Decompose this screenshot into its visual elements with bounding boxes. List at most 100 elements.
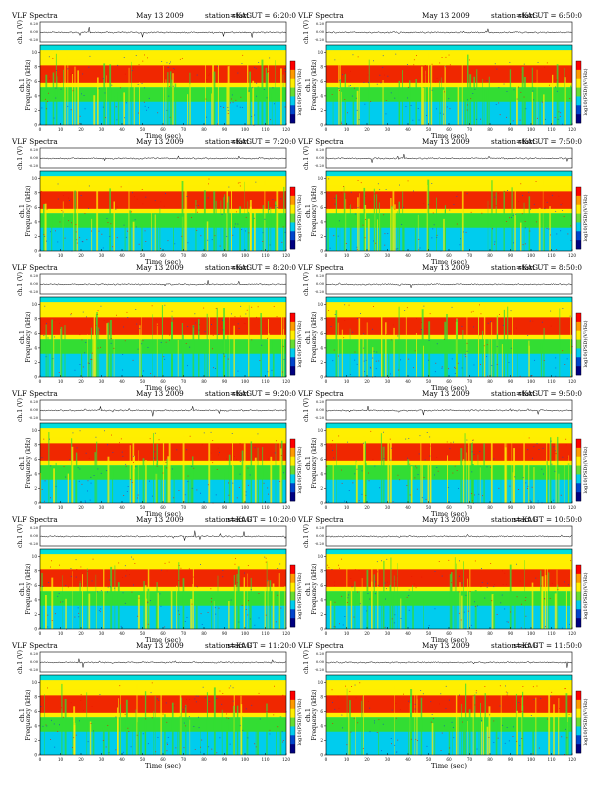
speckle	[100, 694, 101, 695]
speckle	[524, 97, 525, 98]
speckle	[493, 721, 494, 722]
speckle	[237, 73, 238, 74]
speckle	[179, 565, 180, 566]
speckle	[506, 584, 507, 585]
speckle	[449, 210, 450, 211]
sferic-streak	[478, 305, 479, 377]
speckle	[236, 211, 237, 212]
speckle	[43, 726, 44, 727]
speckle	[187, 365, 188, 366]
sferic-streak	[118, 92, 120, 125]
speckle	[562, 628, 563, 629]
speckle	[446, 708, 447, 709]
speckle	[370, 368, 371, 369]
colorbar-segment	[290, 340, 295, 349]
speckle	[147, 57, 148, 58]
speckle	[246, 495, 247, 496]
speckle	[274, 686, 275, 687]
speckle	[438, 471, 439, 472]
header-start-ut: start UT = 7:50:0	[518, 137, 582, 146]
speckle	[455, 466, 456, 467]
colorbar-label: log10(PSD)(V²/Hz)	[582, 194, 589, 241]
sferic-streak	[196, 594, 198, 629]
waveform-tick-label: 0.20	[30, 148, 39, 152]
speckle	[242, 63, 243, 64]
speckle	[125, 576, 126, 577]
speckle	[72, 711, 73, 712]
speckle	[387, 76, 388, 77]
speckle	[532, 375, 533, 376]
sferic-streak	[397, 211, 398, 251]
speckle	[85, 583, 86, 584]
speckle	[167, 744, 168, 745]
sferic-streak	[157, 582, 158, 629]
speckle	[519, 745, 520, 746]
speckle	[166, 703, 167, 704]
speckle	[359, 682, 360, 683]
speckle	[507, 693, 508, 694]
speckle	[407, 98, 408, 99]
speckle	[139, 244, 140, 245]
sferic-streak	[374, 189, 375, 251]
speckle	[376, 352, 377, 353]
speckle	[384, 75, 385, 76]
sferic-streak	[416, 333, 417, 377]
speckle	[500, 706, 501, 707]
speckle	[476, 690, 477, 691]
sferic-streak	[270, 457, 272, 503]
time-tick-label: 40	[119, 379, 125, 384]
time-tick-label: 70	[181, 127, 187, 132]
speckle	[559, 111, 560, 112]
sferic-streak	[283, 75, 284, 125]
sferic-streak	[61, 684, 62, 755]
time-tick-label: 120	[282, 379, 290, 384]
speckle	[82, 339, 83, 340]
sferic-streak	[248, 317, 249, 377]
speckle	[394, 614, 395, 615]
sferic-streak	[185, 705, 186, 755]
speckle	[138, 495, 139, 496]
sferic-streak	[283, 329, 284, 377]
speckle	[332, 94, 333, 95]
speckle	[555, 211, 556, 212]
sferic-streak	[507, 307, 508, 377]
speckle	[415, 739, 416, 740]
sferic-streak	[171, 322, 173, 377]
colorbar-segment	[290, 240, 295, 249]
speckle	[178, 217, 179, 218]
speckle	[521, 604, 522, 605]
speckle	[357, 364, 358, 365]
sferic-streak	[533, 467, 534, 503]
speckle	[518, 702, 519, 703]
speckle	[562, 308, 563, 309]
header-date: May 13 2009	[136, 263, 184, 272]
speckle	[470, 98, 471, 99]
sferic-streak	[114, 202, 116, 252]
frequency-tick-label: 6	[34, 457, 37, 462]
speckle	[143, 733, 144, 734]
speckle	[173, 68, 174, 69]
waveform-tick-label: 0.00	[30, 30, 39, 34]
sferic-streak	[411, 466, 413, 503]
sferic-streak	[132, 725, 133, 755]
sferic-streak	[460, 448, 462, 503]
sferic-streak	[496, 720, 498, 755]
sferic-streak	[402, 191, 403, 251]
speckle	[432, 714, 433, 715]
band-upper-yellow	[40, 554, 286, 563]
colorbar: log10(PSD)(V²/Hz)	[576, 565, 589, 627]
waveform-tick-label: 0.00	[30, 156, 39, 160]
sferic-streak	[234, 575, 235, 629]
speckle	[567, 457, 568, 458]
speckle	[142, 61, 143, 62]
sferic-streak	[53, 338, 54, 377]
sferic-streak	[182, 323, 183, 377]
speckle	[520, 92, 521, 93]
speckle	[111, 343, 112, 344]
sferic-streak	[544, 223, 545, 251]
speckle	[361, 182, 362, 183]
